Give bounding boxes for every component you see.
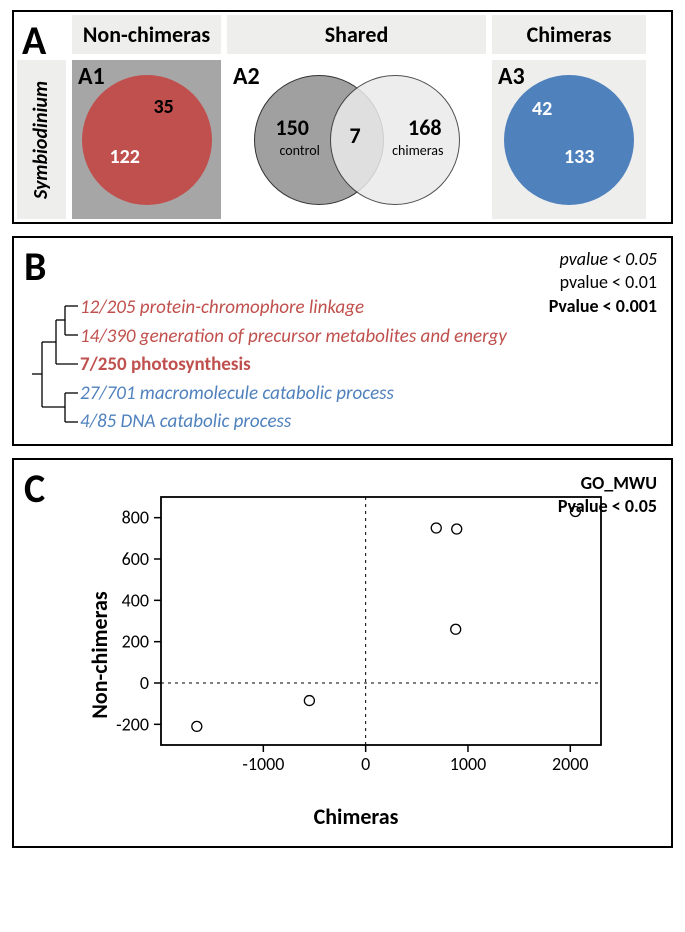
scatter-plot: Non-chimeras -1000 0 1000 2000 -200 0 200 400 60… [76,485,636,825]
svg-text:200: 200 [122,631,149,653]
go-tree: 12/205 protein-chromophore linkage14/390… [20,294,507,444]
svg-text:0: 0 [361,753,370,775]
pie-slice-label: 133 [564,145,594,169]
pvalue-legend: pvalue < 0.05 pvalue < 0.01 Pvalue < 0.0… [549,248,657,318]
pvalue-legend-01: pvalue < 0.01 [549,271,657,294]
go-term: 14/390 generation of precursor metabolit… [80,323,507,352]
panel-c: C GO_MWU Pvalue < 0.05 Non-chimeras -100… [12,458,673,848]
svg-text:0: 0 [140,672,149,694]
row-header-label: Symbiodinium [30,80,54,198]
scatter-xlabel: Chimeras [314,803,399,830]
svg-text:-200: -200 [116,713,149,735]
venn-left-value: 150 [276,114,309,141]
pvalue-legend-05: pvalue < 0.05 [549,248,657,271]
svg-text:400: 400 [122,589,149,611]
pie-slice-label: 122 [110,145,140,169]
sublabel-a1: A1 [78,62,105,91]
col-header-shared: Shared [224,12,489,57]
venn-right-value: 168 [408,114,441,141]
svg-text:800: 800 [122,507,149,529]
go-term: 7/250 photosynthesis [80,351,507,380]
pvalue-legend-001: Pvalue < 0.001 [549,295,657,318]
panel-a-letter-cell: A [14,12,69,57]
venn-right-sublabel: chimeras [392,142,443,159]
sublabel-a3: A3 [498,62,525,91]
cell-a2: A2 150 control 7 168 chimeras [224,57,489,222]
col-header-non-chimeras: Non-chimeras [69,12,224,57]
panel-c-letter: C [24,464,45,513]
go-term: 4/85 DNA catabolic process [80,408,507,437]
go-term-list: 12/205 protein-chromophore linkage14/390… [80,294,507,444]
panel-a-letter: A [22,16,46,65]
svg-text:600: 600 [122,548,149,570]
pie-a3: 42 133 [504,75,634,205]
svg-text:2000: 2000 [552,753,589,775]
venn-diagram: 150 control 7 168 chimeras [242,70,472,210]
cell-a3: A3 42 133 [489,57,649,222]
pie-a1: 35 122 [82,75,212,205]
svg-text:-1000: -1000 [242,753,284,775]
tree-lines [20,294,80,444]
venn-left-sublabel: control [280,142,320,159]
panel-a: A Non-chimeras Shared Chimeras Symbiodin… [12,10,673,224]
panel-b-letter: B [24,242,46,291]
panel-b: B pvalue < 0.05 pvalue < 0.01 Pvalue < 0… [12,236,673,446]
scatter-ylabel: Non-chimeras [86,591,113,718]
svg-text:1000: 1000 [450,753,487,775]
venn-intersection-value: 7 [350,122,361,149]
col-header-chimeras: Chimeras [489,12,649,57]
go-term: 12/205 protein-chromophore linkage [80,294,507,323]
row-header-symbiodinium: Symbiodinium [14,57,69,222]
pie-slice-label: 35 [154,95,174,119]
go-term: 27/701 macromolecule catabolic process [80,380,507,409]
pie-slice-label: 42 [532,97,552,121]
cell-a1: A1 35 122 [69,57,224,222]
